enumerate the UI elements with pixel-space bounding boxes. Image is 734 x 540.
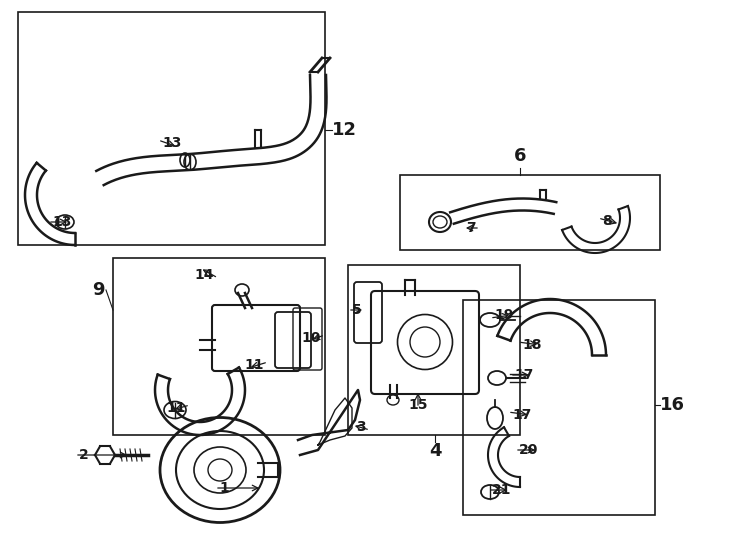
Text: 21: 21 <box>492 483 512 497</box>
Text: 4: 4 <box>429 442 441 460</box>
Text: 15: 15 <box>408 398 428 412</box>
Text: 20: 20 <box>519 443 538 457</box>
Text: 8: 8 <box>602 214 611 228</box>
Text: 3: 3 <box>357 420 366 434</box>
Text: 9: 9 <box>92 281 105 299</box>
Text: 16: 16 <box>660 396 685 414</box>
Text: 6: 6 <box>514 147 526 165</box>
Text: 11: 11 <box>167 401 186 415</box>
Bar <box>400 175 660 250</box>
Text: 17: 17 <box>514 368 534 382</box>
Bar <box>18 12 325 245</box>
Text: 19: 19 <box>494 308 513 322</box>
Text: 1: 1 <box>219 481 229 495</box>
Text: 18: 18 <box>522 338 542 352</box>
Text: 14: 14 <box>195 268 214 282</box>
Text: 17: 17 <box>512 408 531 422</box>
Text: 5: 5 <box>352 303 362 317</box>
Text: 2: 2 <box>79 448 89 462</box>
Text: 13: 13 <box>52 215 71 229</box>
Text: 10: 10 <box>302 331 321 345</box>
Text: 11: 11 <box>244 358 264 372</box>
Text: 7: 7 <box>466 221 476 235</box>
Bar <box>348 265 520 435</box>
Bar <box>113 258 325 435</box>
Text: 13: 13 <box>162 136 181 150</box>
Text: 12: 12 <box>332 121 357 139</box>
Bar <box>463 300 655 515</box>
